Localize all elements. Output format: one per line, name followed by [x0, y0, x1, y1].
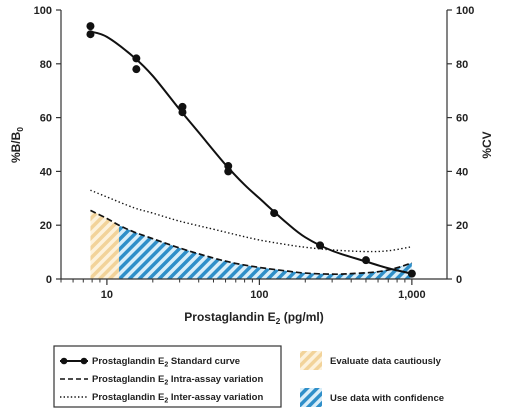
standard-curve-point: [270, 209, 279, 218]
standard-curve-point: [361, 256, 370, 265]
x-axis-title: Prostaglandin E2 (pg/ml): [184, 310, 323, 326]
shaded-regions: [90, 210, 412, 279]
legend-item-intra-assay: Prostaglandin E2 Intra-assay variation: [60, 374, 263, 387]
y-tick-label-left: 100: [34, 5, 52, 17]
y-tick-label-right: 100: [456, 5, 474, 17]
y-axis-title-right: %CV: [480, 131, 494, 158]
series-inter-assay-line: [90, 189, 412, 253]
x-tick-label: 10: [101, 289, 113, 301]
x-tick-label: 1,000: [398, 289, 426, 301]
region-evaluate-cautiously: [90, 210, 119, 279]
series-layer: [86, 22, 416, 278]
x-tick-label: 100: [250, 289, 268, 301]
legend-label-use-with-confidence: Use data with confidence: [330, 393, 444, 404]
y-tick-label-right: 20: [456, 220, 468, 232]
legend-item-use-with-confidence: Use data with confidence: [300, 388, 444, 407]
standard-curve-point: [407, 269, 416, 278]
legend-item-inter-assay: Prostaglandin E2 Inter-assay variation: [60, 392, 263, 405]
standard-curve-point: [224, 167, 233, 176]
legend-item-evaluate-cautiously: Evaluate data cautiously: [300, 351, 442, 370]
y-tick-label-right: 40: [456, 166, 468, 178]
standard-curve-point: [86, 22, 95, 31]
legend-label-inter-assay: Prostaglandin E2 Inter-assay variation: [92, 392, 263, 405]
axes: [60, 10, 448, 280]
series-standard-curve-line: [90, 30, 413, 275]
y-tick-label-left: 20: [40, 220, 52, 232]
ticks: 0 20 40 60 80 100 0 20 40 60 80 100 10 100 1,000: [34, 5, 475, 301]
y-tick-label-right: 0: [456, 274, 462, 286]
region-use-with-confidence: [118, 225, 412, 279]
legend-marker-standard-curve-1: [60, 357, 68, 365]
series-intra-assay-line: [90, 209, 413, 276]
y-tick-label-left: 0: [46, 274, 52, 286]
y-tick-label-left: 60: [40, 113, 52, 125]
standard-curve-point: [316, 241, 325, 250]
legend-label-standard-curve: Prostaglandin E2 Standard curve: [92, 356, 240, 369]
y-axis-title-left: %B/B0: [9, 127, 25, 163]
standard-curve-point: [132, 65, 141, 74]
legend-swatch-use-with-confidence: [300, 388, 322, 407]
legend-label-intra-assay: Prostaglandin E2 Intra-assay variation: [92, 374, 263, 387]
standard-curve-point: [86, 30, 95, 39]
standard-curve-point: [178, 108, 187, 117]
y-tick-label-right: 80: [456, 59, 468, 71]
standard-curve-point: [132, 54, 141, 63]
y-tick-label-left: 40: [40, 166, 52, 178]
legend-box: [53, 345, 282, 408]
legend-marker-standard-curve-2: [80, 357, 88, 365]
legend-item-standard-curve: Prostaglandin E2 Standard curve: [60, 356, 240, 369]
legend: Prostaglandin E2 Standard curve Prostagl…: [53, 345, 444, 408]
legend-swatch-evaluate-cautiously: [300, 351, 322, 370]
y-tick-label-right: 60: [456, 113, 468, 125]
legend-label-evaluate-cautiously: Evaluate data cautiously: [330, 356, 442, 367]
y-tick-label-left: 80: [40, 59, 52, 71]
